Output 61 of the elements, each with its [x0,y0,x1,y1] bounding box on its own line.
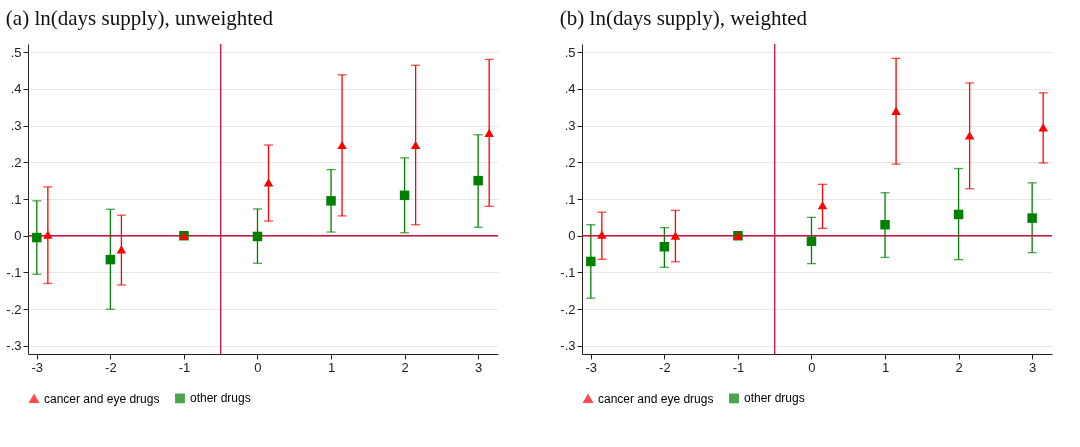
y-tick-label: -.2 [560,301,576,317]
y-tick-label: .1 [564,191,576,207]
y-tick-label: -.1 [560,264,576,280]
point [337,140,347,150]
y-tick-label: 0 [568,228,576,244]
x-tick-label: -1 [178,359,191,375]
point [32,232,42,243]
y-tick-label: .3 [10,118,22,134]
point [964,131,975,140]
x-tick-label: 0 [808,359,816,375]
y-tick-label: .2 [10,154,22,170]
legend-label: other drugs [190,391,251,406]
point [484,128,494,137]
y-tick-label: -.1 [6,264,22,280]
legend-label: other drugs [744,391,805,406]
x-tick-label: -2 [659,359,671,375]
y-tick-label: .4 [10,81,22,97]
x-tick-label: 0 [254,359,262,375]
x-tick-label: 2 [401,359,409,375]
point [105,254,116,265]
point [586,256,596,267]
legend-label: cancer and eye drugs [598,391,714,406]
x-tick-label: 1 [881,359,890,375]
y-tick-label: .1 [10,191,22,207]
point [263,178,274,187]
y-tick-label: -.3 [6,338,22,354]
y-tick-label: -.3 [560,338,576,354]
x-tick-label: -3 [31,359,44,375]
y-tick-label: .4 [564,81,576,97]
point [806,236,817,246]
point [659,242,670,252]
x-tick-label: -2 [105,359,117,375]
point [953,209,964,220]
point [473,175,483,186]
x-tick-label: -3 [585,359,598,375]
point [252,231,263,242]
point [399,190,410,201]
chart-title: (b) ln(days supply), weighted [559,6,808,31]
x-tick-label: 3 [475,359,483,375]
x-tick-label: 1 [327,359,336,375]
point [880,219,890,230]
point [1027,213,1037,223]
legend-label: cancer and eye drugs [44,391,160,406]
x-tick-label: -1 [732,359,745,375]
x-tick-label: 2 [955,359,963,375]
chart-title: (a) ln(days supply), unweighted [5,6,274,31]
point [116,245,127,254]
point [597,230,607,239]
y-tick-label: .2 [564,154,576,170]
y-tick-label: .5 [10,44,22,60]
point [670,231,681,240]
y-tick-label: .5 [564,44,576,60]
point [326,196,336,206]
y-tick-label: 0 [14,228,22,244]
point [43,230,53,239]
x-tick-label: 3 [1029,359,1037,375]
point [410,140,421,150]
point [891,106,901,115]
y-tick-label: -.2 [6,301,22,317]
y-tick-label: .3 [564,118,576,134]
point [817,201,828,210]
